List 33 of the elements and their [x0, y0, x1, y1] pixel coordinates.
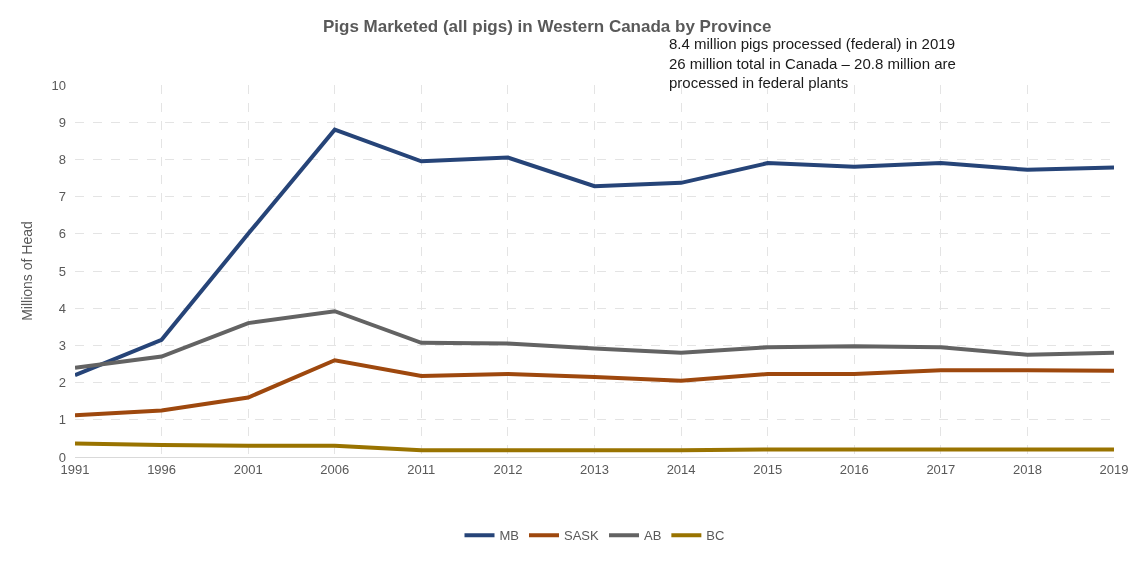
line-series	[75, 309, 1114, 370]
y-tick-label: 8	[58, 151, 66, 167]
x-tick-label: 2016	[839, 461, 869, 477]
y-tick-label: 10	[51, 77, 66, 93]
y-tick-label: 1	[58, 412, 66, 428]
y-axis-title: Millions of Head	[19, 221, 36, 321]
annotation: 8.4 million pigs processed (federal) in 2019 26 million total in Canada – 20.8 million are processed in federal plants	[669, 35, 956, 91]
line-series	[75, 441, 1114, 453]
x-tick-label: 2012	[493, 461, 523, 477]
x-tick-label: 2018	[1012, 461, 1042, 477]
x-tick-label: 2015	[753, 461, 783, 477]
y-tick-label: 2	[58, 375, 66, 391]
x-tick-label: 2006	[320, 461, 350, 477]
y-tick-label: 7	[58, 189, 66, 205]
y-tick-label: 5	[58, 263, 66, 279]
x-tick-label: 2011	[407, 461, 436, 477]
y-tick-label: 3	[58, 337, 66, 353]
x-tick-label: 2001	[233, 461, 263, 477]
x-tick-label: 2019	[1099, 461, 1129, 477]
chart-title: Pigs Marketed (all pigs) in Western Canada by Province	[322, 16, 772, 36]
line-series	[75, 358, 1114, 418]
line-series	[75, 127, 1114, 378]
legend-label: BC	[706, 528, 725, 544]
legend-label: MB	[499, 528, 519, 544]
y-tick-label: 6	[58, 226, 66, 242]
legend-label: AB	[644, 528, 662, 544]
y-tick-label: 9	[58, 114, 66, 130]
y-tick-label: 4	[58, 300, 66, 316]
legend-label: SASK	[564, 528, 600, 544]
x-tick-label: 2017	[926, 461, 956, 477]
x-tick-label: 2013	[580, 461, 609, 477]
x-tick-label: 1996	[147, 461, 177, 477]
x-tick-label: 2014	[666, 461, 696, 477]
